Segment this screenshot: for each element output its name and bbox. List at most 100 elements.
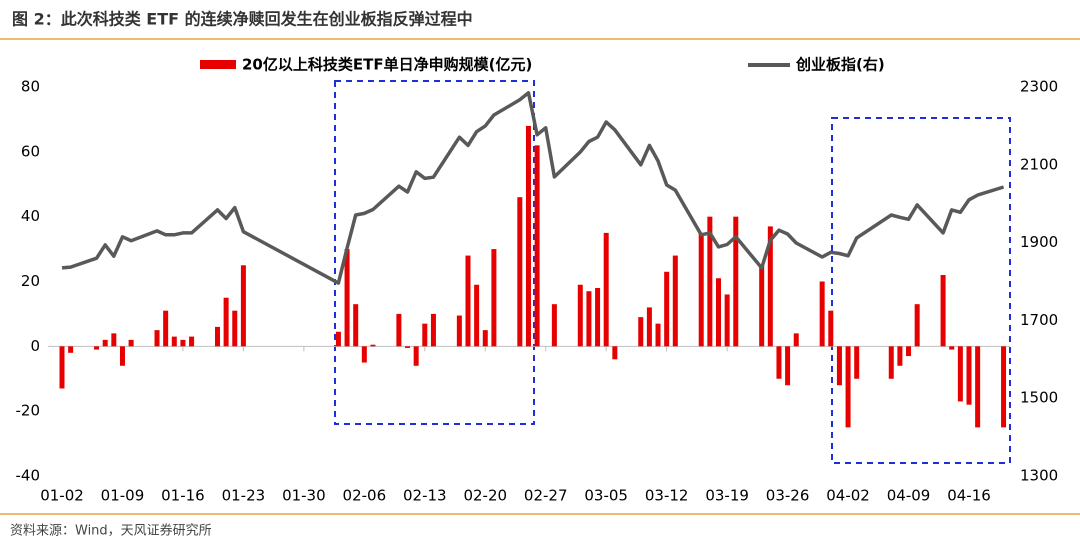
line [61,91,1005,285]
bar [646,307,652,347]
bar [344,249,350,347]
x-tick-label: 03-26 [766,487,810,505]
y-tick-label: 60 [21,142,40,160]
bar [819,281,825,347]
bar [759,265,765,347]
x-tick-label: 03-12 [645,487,689,505]
bar [793,333,799,347]
bar [767,226,773,347]
bar [422,323,428,347]
bar [180,339,186,347]
bar [975,346,981,428]
x-tick-label: 01-16 [161,487,205,505]
bar [232,310,238,347]
bar [240,265,246,347]
bar [638,317,644,347]
bar [68,346,74,353]
y-tick-label: 0 [30,337,40,355]
bar [586,291,592,347]
x-tick-label: 02-20 [463,487,507,505]
bar [551,304,557,347]
x-tick-label: 02-13 [403,487,447,505]
bar [845,346,851,428]
bar [733,216,739,347]
bar [171,336,177,347]
bar [957,346,963,402]
bar [59,346,65,389]
bar [154,330,160,347]
y-tick-label: -40 [16,467,41,485]
bar [119,346,125,366]
bar [724,294,730,347]
x-tick-label: 01-02 [40,487,84,505]
bar [854,346,860,379]
x-tick-label: 02-27 [524,487,568,505]
x-tick-label: 04-16 [947,487,991,505]
bar [914,304,920,347]
bar [163,310,169,347]
legend-swatch-bar [200,60,236,69]
bar [672,255,678,347]
y-tick-label: 80 [21,78,40,96]
highlight-box [831,117,1011,464]
bar [577,284,583,347]
bar [1001,346,1007,428]
bar [223,297,229,347]
bar [525,125,531,347]
x-tick-label: 01-09 [101,487,145,505]
bar [361,346,367,363]
bar [430,313,436,347]
bar [603,232,609,347]
bar [940,275,946,347]
highlight-box [334,80,535,425]
bar [966,346,972,405]
bar [595,287,601,347]
bar [655,323,661,347]
bar [776,346,782,379]
bar [828,310,834,347]
bar [482,330,488,347]
x-tick-label: 03-19 [705,487,749,505]
bar [897,346,903,366]
y-tick-label: -20 [16,402,41,420]
x-tick-label: 01-23 [222,487,266,505]
bar [214,326,220,347]
bar [474,284,480,347]
bar [785,346,791,386]
y2-tick-label: 1300 [1020,467,1058,485]
y2-tick-label: 1900 [1020,233,1058,251]
x-tick-label: 04-09 [887,487,931,505]
y2-tick-label: 2300 [1020,78,1058,96]
y-tick-label: 20 [21,272,40,290]
bar [396,313,402,347]
bar [456,315,462,347]
bar [534,145,540,347]
y-tick-label: 40 [21,207,40,225]
bar [353,304,359,347]
bar [698,232,704,347]
bar [906,346,912,357]
bar [612,346,618,360]
bar [888,346,894,379]
bar [949,346,955,350]
bar [370,344,376,347]
bar [111,333,117,347]
bar [189,336,195,347]
bar [413,346,419,366]
y2-tick-label: 1700 [1020,311,1058,329]
bar [836,346,842,386]
x-tick-label: 01-30 [282,487,326,505]
bar [715,278,721,347]
bar [405,346,411,348]
bar [335,331,341,347]
y2-tick-label: 2100 [1020,155,1058,173]
bar [102,339,108,347]
source-note: 资料来源：Wind，天风证券研究所 [10,523,212,539]
bar [491,249,497,347]
bar [707,216,713,347]
legend-label: 20亿以上科技类ETF单日净申购规模(亿元) [242,56,532,74]
legend-label: 创业板指(右) [795,56,885,74]
x-tick-label: 04-02 [826,487,870,505]
x-tick-label: 03-05 [584,487,628,505]
